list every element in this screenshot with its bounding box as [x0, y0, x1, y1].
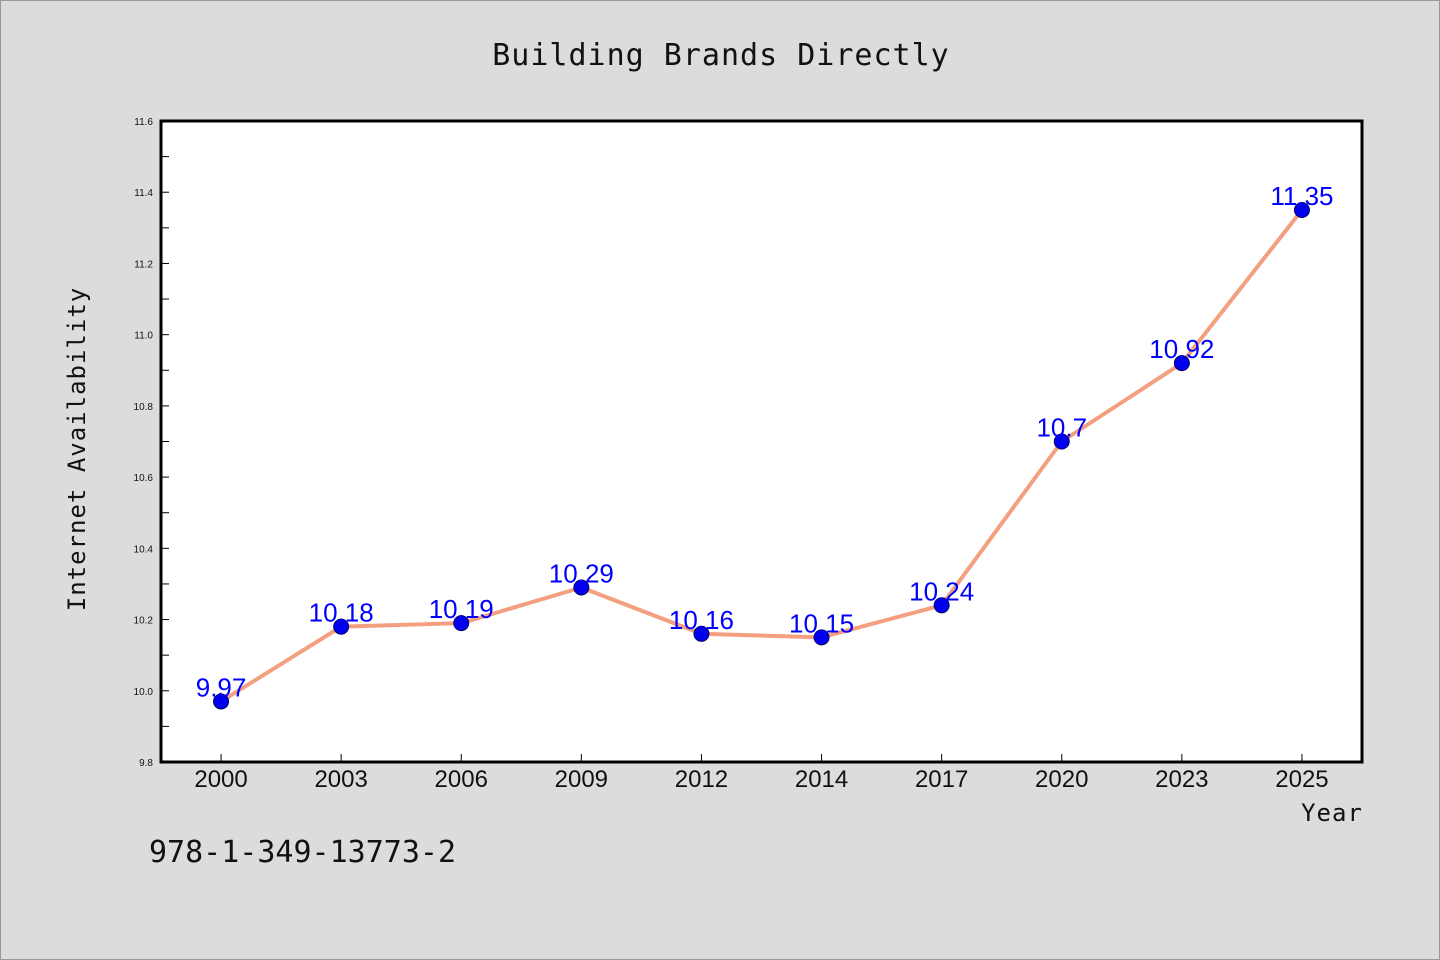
data-point-marker	[1173, 355, 1190, 372]
data-point-marker	[573, 579, 590, 596]
x-tick-label: 2025	[1275, 766, 1328, 793]
x-tick-label: 2020	[1035, 766, 1088, 793]
plot-background	[161, 121, 1362, 762]
y-tick-label: 10.8	[134, 402, 154, 413]
plot-frame	[159, 119, 1364, 764]
x-axis-label: Year	[1301, 799, 1363, 827]
y-tick-label: 10.2	[134, 616, 154, 627]
y-tick-label: 9.8	[139, 758, 153, 769]
y-tick-label: 11.6	[134, 117, 153, 128]
data-label: 10.18	[309, 598, 374, 628]
data-label: 10.92	[1149, 334, 1214, 364]
y-tick-label: 11.4	[134, 188, 153, 199]
data-point-marker	[813, 629, 830, 646]
x-tick-label: 2003	[314, 766, 367, 793]
y-tick-label: 10.0	[134, 687, 154, 698]
data-point-marker	[1053, 433, 1070, 450]
y-axis-label: Internet Availability	[63, 287, 91, 611]
x-tick-label: 2017	[915, 766, 968, 793]
data-point-marker	[213, 693, 230, 710]
data-label: 11.35	[1270, 181, 1333, 211]
y-tick-label: 11.2	[134, 259, 153, 270]
data-label: 10.29	[549, 559, 614, 589]
data-label: 10.16	[669, 605, 734, 635]
x-tick-label: 2023	[1155, 766, 1208, 793]
y-tick-label: 10.4	[134, 544, 154, 555]
y-tick-label: 10.6	[134, 473, 154, 484]
data-label: 10.19	[429, 594, 494, 624]
data-label: 10.15	[789, 608, 854, 638]
x-tick-label: 2000	[194, 766, 247, 793]
data-point-marker	[693, 625, 710, 642]
data-label: 10.7	[1036, 413, 1087, 443]
data-label: 10.24	[909, 576, 974, 606]
x-tick-label: 2009	[555, 766, 608, 793]
series-line	[219, 208, 1304, 704]
data-point-marker	[333, 618, 350, 635]
data-point-marker	[453, 615, 470, 632]
chart-title: Building Brands Directly	[492, 38, 949, 73]
x-tick-label: 2006	[435, 766, 488, 793]
isbn-text: 978-1-349-13773-2	[149, 835, 457, 870]
data-point-marker	[933, 597, 950, 614]
x-tick-label: 2012	[675, 766, 728, 793]
plot-area: 9.8 10.0 10.2 10.4 10.6 10.8 11.0 11.2 11.4 11.6 2…	[134, 117, 1364, 793]
y-tick-label: 11.0	[134, 331, 153, 342]
data-label: 9.97	[196, 672, 247, 702]
x-tick-label: 2014	[795, 766, 848, 793]
data-point-marker	[1293, 202, 1310, 219]
